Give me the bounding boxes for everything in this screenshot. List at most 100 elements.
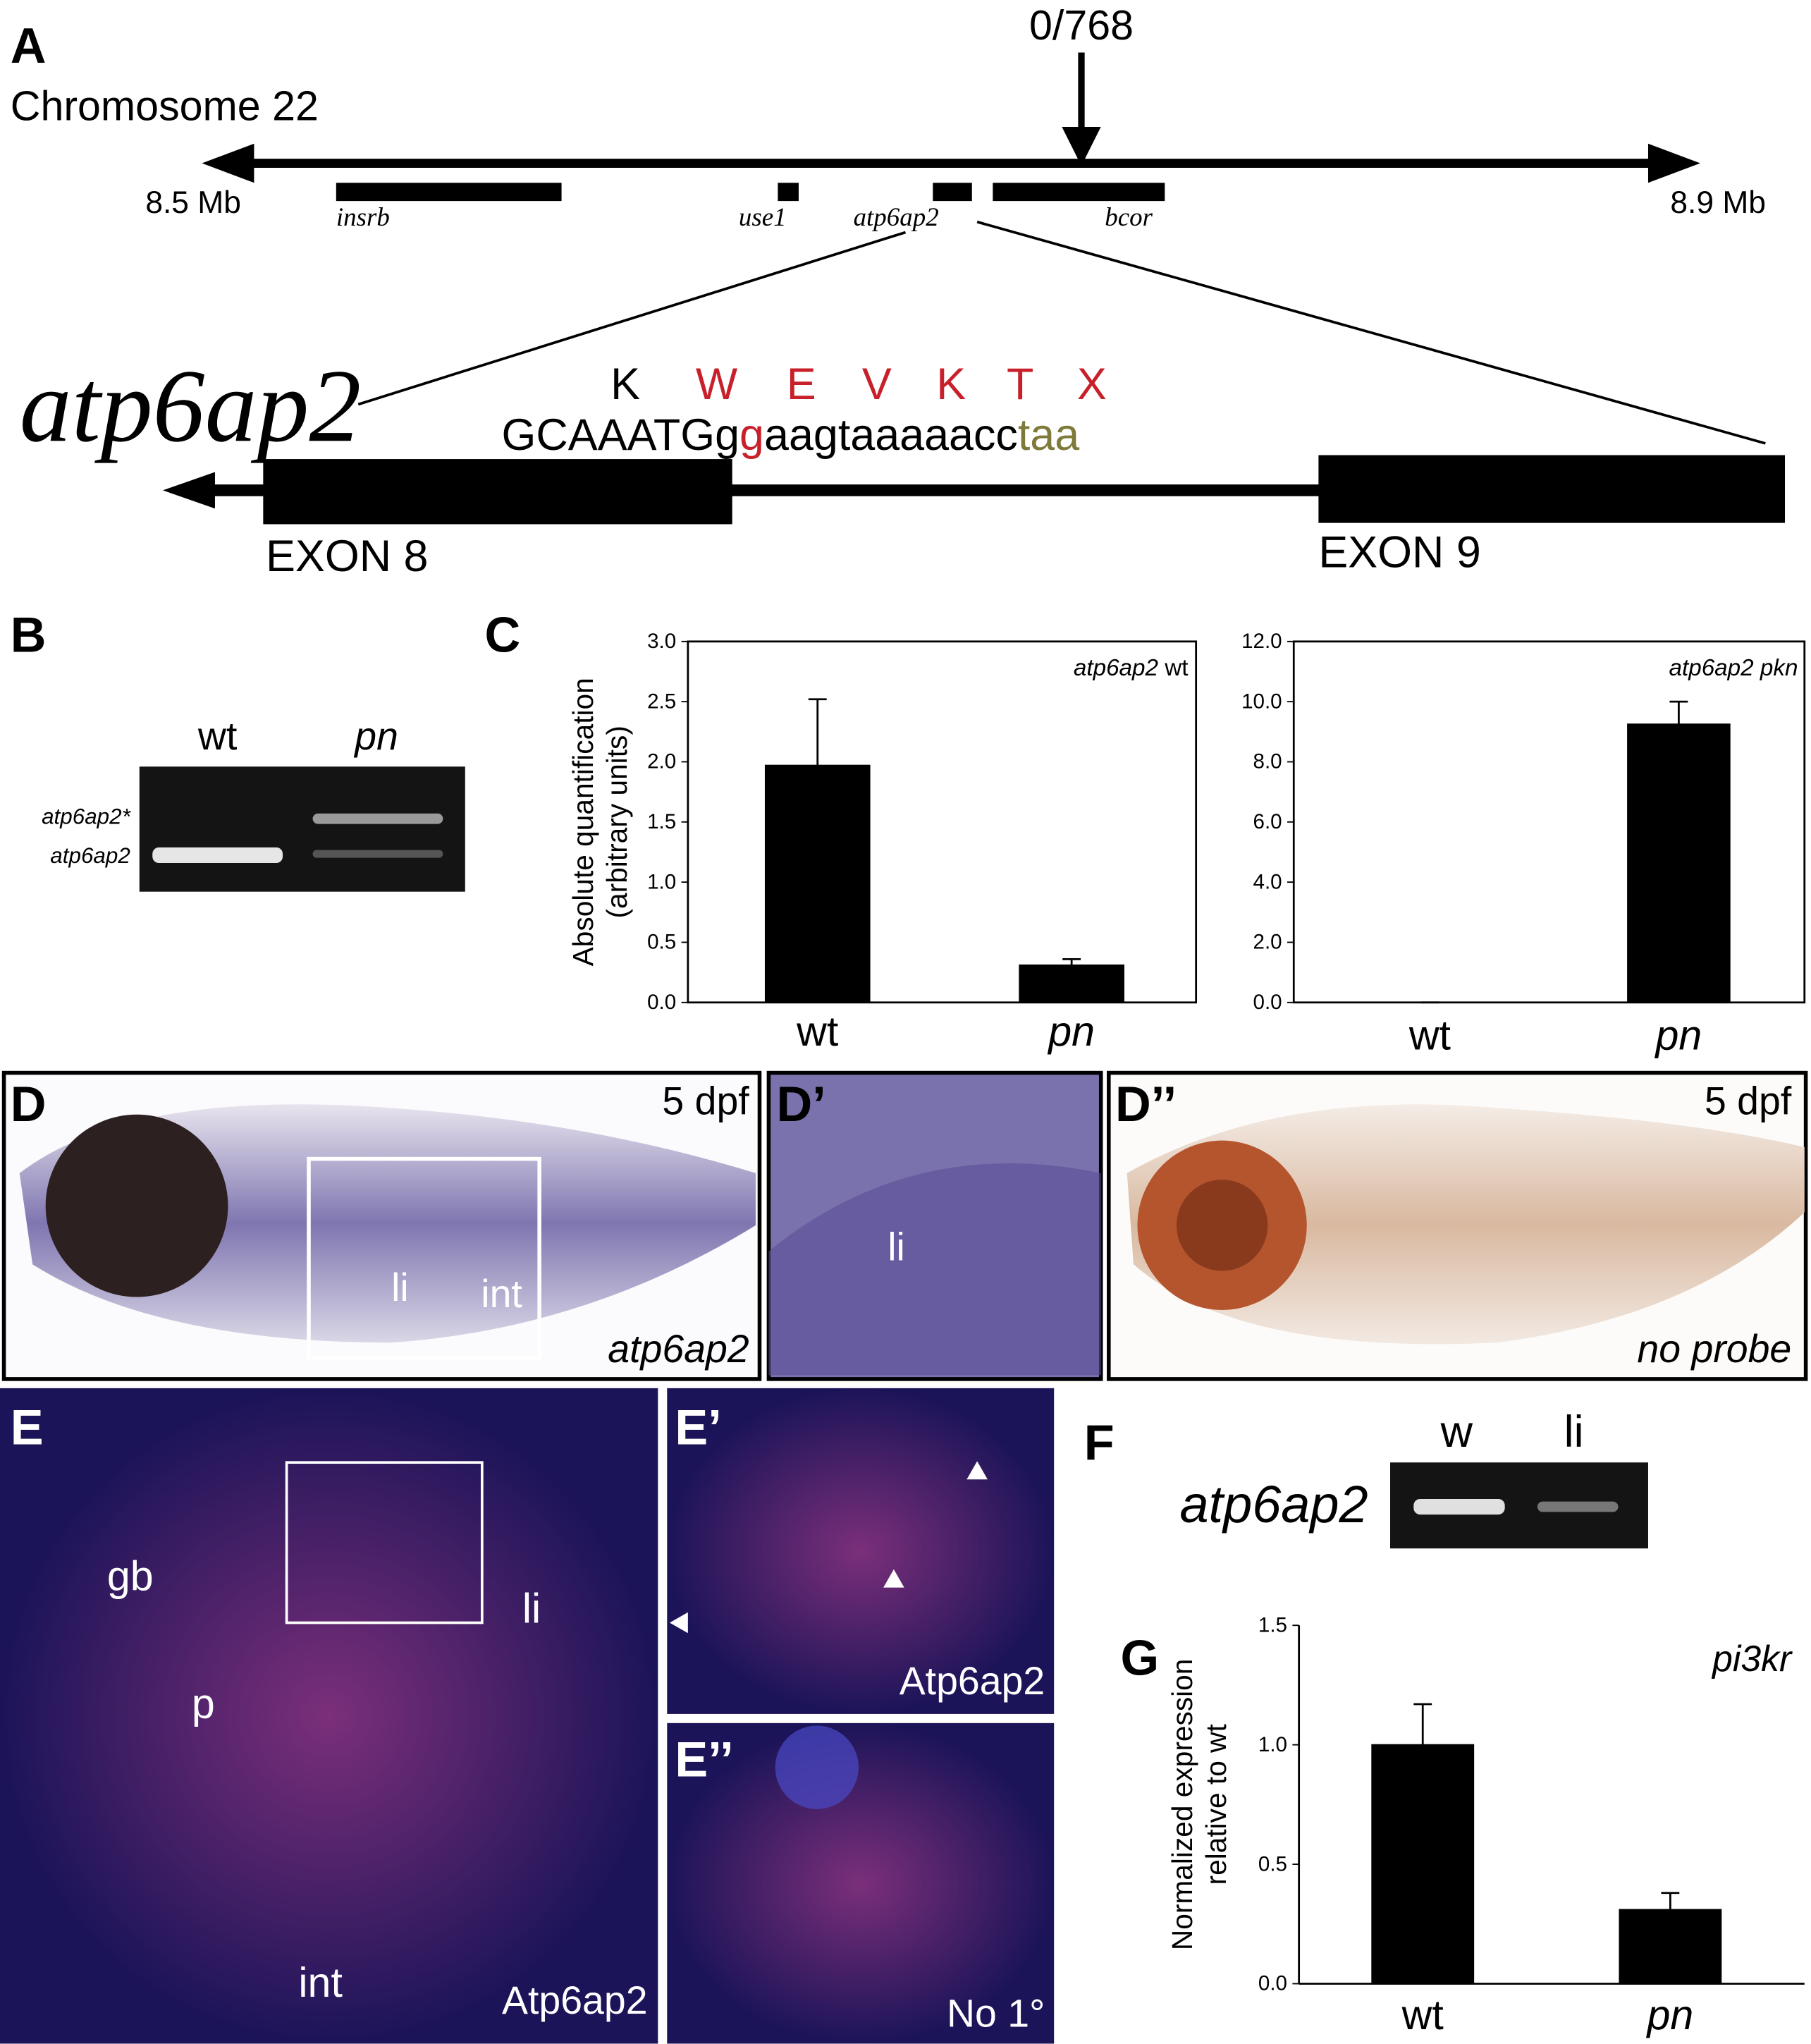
y-tick-label: 1.0 xyxy=(647,870,676,893)
aa: E xyxy=(787,360,816,409)
gene-title: atp6ap2 xyxy=(20,348,362,463)
exon-label: EXON 8 xyxy=(266,532,428,581)
lane-label: pn xyxy=(353,714,398,758)
seq: GCAAATGg xyxy=(502,410,740,460)
gel-band xyxy=(152,847,283,864)
y-tick-label: 2.0 xyxy=(1253,931,1282,954)
y-tick-label: 1.0 xyxy=(1258,1733,1287,1756)
x-tick-label: wt xyxy=(1408,1011,1451,1058)
aa: K xyxy=(610,360,640,409)
inset-box xyxy=(285,1461,484,1624)
panel-d: D 5 dpf li int atp6ap2 xyxy=(1,1070,762,1381)
x-tick-label: pn xyxy=(1047,1008,1095,1055)
panel-label: E’ xyxy=(675,1399,721,1455)
panel-f: F w li atp6ap2 xyxy=(1084,1407,1648,1549)
annotation: atp6ap2 pkn xyxy=(1669,655,1798,681)
x-tick-label: wt xyxy=(796,1008,838,1055)
gene xyxy=(778,183,799,202)
annotation: pi3kr xyxy=(1711,1638,1793,1679)
tissue: p xyxy=(192,1679,215,1727)
aa: W xyxy=(696,360,738,409)
age: 5 dpf xyxy=(1705,1079,1792,1123)
y-tick-label: 0.0 xyxy=(1253,991,1282,1014)
annotation-part: pi3kr xyxy=(1711,1638,1793,1679)
y-tick-label: 8.0 xyxy=(1253,750,1282,773)
panel-label: F xyxy=(1084,1414,1115,1470)
embryo xyxy=(1126,1104,1805,1345)
y-tick-label: 3.0 xyxy=(647,630,676,653)
aa: V xyxy=(862,360,892,409)
photo xyxy=(667,1388,1055,1714)
y-axis-label: (arbitrary units) xyxy=(601,726,633,918)
panel-d2: D’’ 5 dpf no probe xyxy=(1107,1070,1808,1381)
panel-e: E gb p li int Atp6ap2 xyxy=(0,1388,658,2044)
panel-d1: D’ li xyxy=(766,1070,1103,1381)
panel-e2: E’’ No 1° xyxy=(667,1722,1055,2044)
error-bar xyxy=(1661,1892,1680,1910)
photo xyxy=(667,1722,1055,2044)
age: 5 dpf xyxy=(662,1079,749,1123)
inset-box xyxy=(307,1156,541,1361)
lane-label: w xyxy=(1440,1407,1473,1457)
tissue: int xyxy=(298,1959,342,2006)
y-tick-label: 2.5 xyxy=(647,690,676,713)
y-tick-label: 0.0 xyxy=(1258,1972,1287,1995)
bar xyxy=(1627,723,1731,1003)
gene xyxy=(933,183,972,202)
panel-label: D xyxy=(11,1076,47,1132)
amino-acids: K W E V K T X xyxy=(610,360,1107,409)
gene-label: atp6ap2 xyxy=(1179,1475,1368,1534)
arrow-head xyxy=(163,472,215,509)
tissue: gb xyxy=(107,1552,154,1599)
zoom-line xyxy=(357,231,907,406)
bar-chart: 0.0 0.5 1.0 1.5 2.0 2.5 3.0 wt pn atp6ap2 wt Absol… xyxy=(567,630,1198,1055)
error-bar xyxy=(1062,957,1081,965)
start: 8.5 Mb xyxy=(145,185,241,220)
y-tick-label: 4.0 xyxy=(1253,870,1282,893)
seq: g xyxy=(739,410,764,460)
error-bar xyxy=(808,698,827,766)
panel-label: D’ xyxy=(777,1076,826,1132)
gel-band xyxy=(1413,1498,1505,1515)
stain: Atp6ap2 xyxy=(502,1978,648,2022)
gene-label: insrb xyxy=(336,202,390,231)
probe: atp6ap2 xyxy=(608,1327,749,1371)
stain: Atp6ap2 xyxy=(900,1659,1045,1703)
stain: No 1° xyxy=(947,1991,1045,2035)
probe: no probe xyxy=(1637,1327,1791,1371)
recombinants: 0/768 xyxy=(1029,1,1134,49)
photo xyxy=(0,1388,658,2044)
gene-label: use1 xyxy=(739,202,787,231)
bar xyxy=(1371,1744,1475,1985)
y-tick-label: 6.0 xyxy=(1253,810,1282,833)
gel-band xyxy=(1537,1501,1619,1512)
eye xyxy=(1176,1180,1268,1271)
panel-label: C xyxy=(485,607,521,663)
bar xyxy=(1019,964,1124,1003)
panel-label: E xyxy=(11,1399,44,1455)
y-tick-label: 0.5 xyxy=(647,931,676,954)
exon xyxy=(1318,455,1786,523)
gel-band xyxy=(312,813,443,824)
tissue-shade xyxy=(768,1163,1101,1376)
band-label: atp6ap2* xyxy=(42,804,132,829)
annotation-part: atp6ap2 xyxy=(1074,655,1158,681)
panel-e1: E’ Atp6ap2 xyxy=(667,1388,1055,1714)
panel-label: D’’ xyxy=(1115,1076,1177,1132)
chromosome: Chromosome 22 xyxy=(11,82,319,130)
annotation-part: wt xyxy=(1158,655,1188,681)
y-tick-label: 1.5 xyxy=(647,810,676,833)
bar-chart: 0.0 0.5 1.0 1.5 wt pn pi3kr Normalized expressi… xyxy=(1166,1613,1805,2038)
y-tick-label: 2.0 xyxy=(647,750,676,773)
gene xyxy=(336,183,562,202)
y-axis-label: relative to wt xyxy=(1200,1724,1232,1885)
y-tick-label: 1.5 xyxy=(1258,1613,1287,1636)
annotation: atp6ap2 wt xyxy=(1074,655,1189,681)
bar xyxy=(1619,1909,1722,1985)
lane-label: wt xyxy=(197,714,237,758)
exon-label: EXON 9 xyxy=(1318,527,1480,577)
gene-label: bcor xyxy=(1105,202,1153,231)
nucleus xyxy=(775,1725,859,1809)
panel-b: B wt pn atp6ap2* atp6ap2 xyxy=(11,607,465,892)
